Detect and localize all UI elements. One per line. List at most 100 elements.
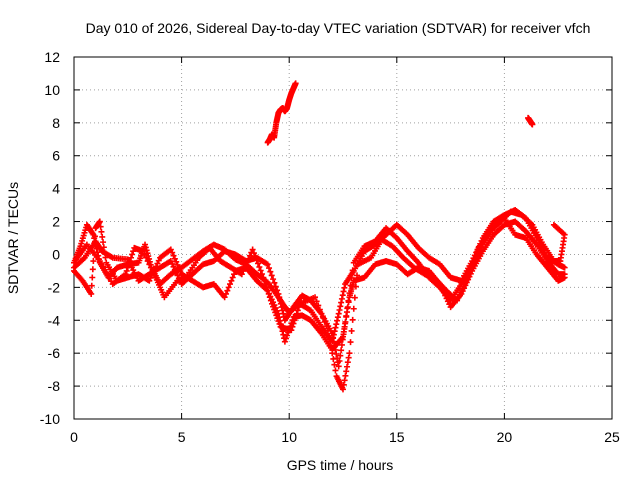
x-tick-label: 0 — [70, 429, 78, 445]
data-point — [167, 246, 174, 253]
data-point — [320, 314, 327, 321]
data-point — [227, 281, 234, 288]
data-point — [328, 344, 335, 351]
data-point — [340, 381, 347, 388]
data-point — [349, 267, 356, 274]
data-point — [339, 292, 346, 299]
data-point — [96, 218, 103, 225]
data-point — [100, 239, 107, 246]
data-point — [341, 284, 348, 291]
data-point — [171, 255, 178, 262]
data-point — [279, 307, 286, 314]
data-point — [347, 339, 354, 346]
data-point — [350, 305, 357, 312]
data-point — [221, 294, 228, 301]
data-point — [275, 290, 282, 297]
data-point — [222, 290, 229, 297]
data-point — [249, 246, 256, 253]
y-tick-label: -6 — [48, 345, 61, 361]
data-point — [245, 255, 252, 262]
data-point — [177, 268, 184, 275]
data-point — [474, 248, 481, 255]
data-point — [340, 331, 347, 338]
data-point — [169, 249, 176, 256]
data-point — [250, 250, 257, 257]
data-point — [290, 320, 297, 327]
data-point — [253, 257, 260, 264]
data-point — [266, 265, 273, 272]
data-point — [346, 350, 353, 357]
data-point — [88, 290, 95, 297]
data-point — [315, 302, 322, 309]
data-point — [122, 271, 129, 278]
data-point — [129, 251, 136, 258]
data-point — [342, 372, 349, 379]
data-point — [99, 233, 106, 240]
data-point — [345, 297, 352, 304]
data-point — [123, 267, 130, 274]
data-point — [336, 357, 343, 364]
data-point — [242, 261, 249, 268]
data-point — [126, 258, 133, 265]
data-point — [139, 248, 146, 255]
data-point — [246, 252, 253, 259]
data-point — [332, 346, 339, 353]
data-point — [252, 253, 259, 260]
data-point — [276, 320, 283, 327]
data-point — [329, 330, 336, 337]
data-point — [343, 312, 350, 319]
data-point — [331, 361, 338, 368]
data-point — [268, 272, 275, 279]
data-point — [289, 323, 296, 330]
data-point — [149, 267, 156, 274]
x-tick-label: 10 — [281, 429, 297, 445]
data-point — [472, 252, 479, 259]
data-point — [267, 268, 274, 275]
data-point — [128, 254, 135, 261]
data-point — [318, 310, 325, 317]
series-upper-segment — [264, 80, 299, 146]
y-tick-label: -2 — [48, 279, 61, 295]
data-point — [278, 304, 285, 311]
y-tick-label: 6 — [52, 148, 60, 164]
data-point — [125, 261, 132, 268]
data-point — [346, 290, 353, 297]
data-point — [293, 310, 300, 317]
data-point — [88, 282, 95, 289]
data-point — [259, 270, 266, 277]
data-point — [173, 258, 180, 265]
data-point — [344, 305, 351, 312]
data-point — [238, 271, 245, 278]
data-point — [335, 310, 342, 317]
data-point — [273, 312, 280, 319]
data-point — [340, 288, 347, 295]
data-point — [330, 355, 337, 362]
y-tick-label: 0 — [52, 246, 60, 262]
data-point — [284, 332, 291, 339]
y-tick-label: 2 — [52, 214, 60, 230]
data-point — [175, 265, 182, 272]
data-point — [348, 274, 355, 281]
data-point — [280, 310, 287, 317]
data-point — [348, 327, 355, 334]
data-point — [347, 282, 354, 289]
data-point — [341, 377, 348, 384]
data-point — [343, 368, 350, 375]
data-point — [89, 266, 96, 273]
data-point — [291, 317, 298, 324]
data-point — [147, 264, 154, 271]
data-point — [292, 313, 299, 320]
data-point — [349, 316, 356, 323]
data-point — [468, 263, 475, 270]
data-point — [561, 274, 568, 281]
data-point — [327, 338, 334, 345]
data-point — [334, 317, 341, 324]
data-point — [333, 321, 340, 328]
data-point — [338, 295, 345, 302]
y-tick-label: 12 — [44, 49, 60, 65]
data-point — [276, 294, 283, 301]
data-point — [471, 255, 478, 262]
data-point — [332, 367, 339, 374]
data-point — [260, 274, 267, 281]
